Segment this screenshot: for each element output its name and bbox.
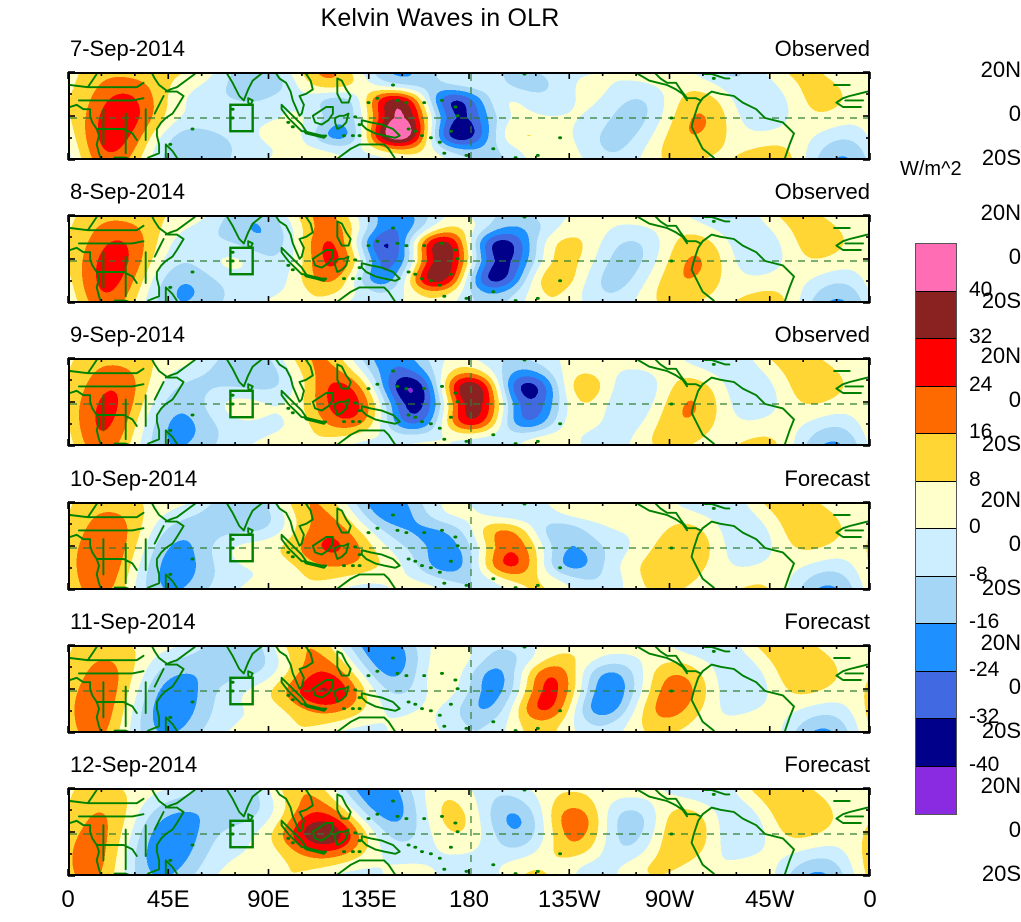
y-axis-tick-label: 20S bbox=[963, 290, 1021, 312]
map-panel bbox=[68, 72, 870, 160]
map-panel bbox=[68, 502, 870, 590]
colorbar-band bbox=[916, 292, 956, 340]
colorbar-band bbox=[916, 577, 956, 625]
panel-date-label: 10-Sep-2014 bbox=[70, 466, 197, 492]
colorbar-band bbox=[916, 387, 956, 435]
colorbar-band bbox=[916, 244, 956, 292]
panel-date-label: 12-Sep-2014 bbox=[70, 752, 197, 778]
panel-source-label: Forecast bbox=[784, 466, 870, 492]
colorbar-band bbox=[916, 767, 956, 815]
panel-source-label: Forecast bbox=[784, 752, 870, 778]
x-axis-tick-label: 0 bbox=[810, 886, 930, 914]
map-panel bbox=[68, 215, 870, 303]
map-panel bbox=[68, 788, 870, 876]
y-axis-tick-label: 20S bbox=[963, 147, 1021, 169]
panel-source-label: Observed bbox=[775, 322, 870, 348]
y-axis-tick-label: 0 bbox=[963, 246, 1021, 268]
colorbar-band bbox=[916, 482, 956, 530]
colorbar-band bbox=[916, 719, 956, 767]
y-axis-tick-label: 20N bbox=[963, 775, 1021, 797]
y-axis-tick-label: 20N bbox=[963, 632, 1021, 654]
y-axis-tick-label: 0 bbox=[963, 103, 1021, 125]
y-axis-tick-label: 20N bbox=[963, 202, 1021, 224]
panel-date-label: 7-Sep-2014 bbox=[70, 36, 185, 62]
panel-source-label: Forecast bbox=[784, 609, 870, 635]
colorbar bbox=[915, 243, 957, 815]
y-axis-tick-label: 0 bbox=[963, 676, 1021, 698]
colorbar-band bbox=[916, 434, 956, 482]
panel-date-label: 8-Sep-2014 bbox=[70, 179, 185, 205]
colorbar-band bbox=[916, 624, 956, 672]
colorbar-band bbox=[916, 339, 956, 387]
panel-source-label: Observed bbox=[775, 36, 870, 62]
y-axis-tick-label: 0 bbox=[963, 389, 1021, 411]
y-axis-tick-label: 0 bbox=[963, 819, 1021, 841]
y-axis-tick-label: 20N bbox=[963, 59, 1021, 81]
y-axis-tick-label: 20N bbox=[963, 345, 1021, 367]
colorbar-band bbox=[916, 672, 956, 720]
y-axis-tick-label: 20S bbox=[963, 720, 1021, 742]
y-axis-tick-label: 20S bbox=[963, 433, 1021, 455]
map-panel bbox=[68, 358, 870, 446]
figure-title: Kelvin Waves in OLR bbox=[0, 4, 880, 33]
panel-source-label: Observed bbox=[775, 179, 870, 205]
y-axis-tick-label: 0 bbox=[963, 533, 1021, 555]
y-axis-tick-label: 20N bbox=[963, 489, 1021, 511]
map-panel bbox=[68, 645, 870, 733]
panel-date-label: 11-Sep-2014 bbox=[70, 609, 196, 635]
y-axis-tick-label: 20S bbox=[963, 863, 1021, 885]
y-axis-tick-label: 20S bbox=[963, 577, 1021, 599]
panel-date-label: 9-Sep-2014 bbox=[70, 322, 185, 348]
colorbar-band bbox=[916, 529, 956, 577]
colorbar-units-label: W/m^2 bbox=[900, 158, 962, 181]
